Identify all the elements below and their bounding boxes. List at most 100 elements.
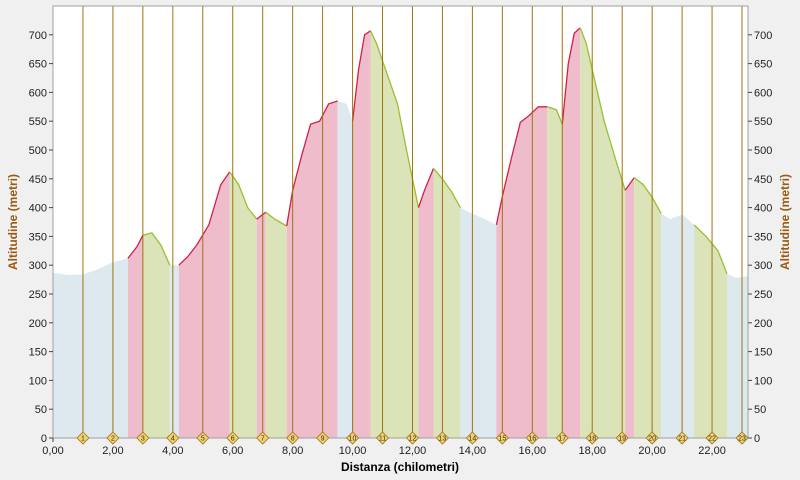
km-marker-diamond [136,431,150,445]
segment-fill-flat [169,265,179,438]
segment-line-downhill [265,211,288,227]
km-marker-diamond [675,431,689,445]
y-tick-label: 50 [35,404,47,416]
km-marker-badge: 18 [585,431,599,445]
km-marker-diamond [196,431,210,445]
km-marker-diamond [615,431,629,445]
x-tick-label: 6,00 [222,445,243,457]
segment-fill-downhill [229,171,257,438]
segment-fill-flat [337,101,353,438]
segment-line-downhill [229,171,258,220]
km-marker-label: 22 [708,436,716,443]
km-marker-diamond [435,431,450,445]
y-tick-label: 600 [29,87,47,99]
segment-fill-uphill [496,106,548,439]
km-marker-badge: 12 [405,431,420,445]
segment-line-uphill [561,27,581,125]
km-marker-diamond [465,431,479,445]
y-tick-label: 400 [29,203,47,215]
km-marker-label: 13 [439,436,447,443]
x-tick-label: 12,00 [399,445,427,457]
km-marker-diamond [76,431,90,445]
km-marker-diamond [585,431,599,445]
y-tick-label: 450 [29,174,47,186]
km-marker-diamond [705,431,719,445]
plot-border [52,5,749,439]
y-tick-label: 300 [29,260,47,272]
km-marker-diamond [286,431,300,445]
segment-fill-downhill [694,224,727,438]
y-tick-label-right: 450 [754,174,772,186]
y-tick-label: 150 [29,347,47,359]
segment-line-uphill [624,177,635,191]
x-axis: 0,00 2,00 4,00 6,00 8,00 10,00 12,00 14,00 16,00… [42,438,726,457]
segment-fill-uphill [127,235,143,438]
km-marker-label: 17 [558,436,566,443]
km-marker-diamond [735,431,749,445]
km-marker-badge: 19 [615,431,629,445]
km-marker-diamond [226,431,240,445]
km-marker-diamond [375,431,390,445]
km-marker-diamond [346,431,360,445]
y-tick-label-right: 350 [754,231,772,243]
km-marker-diamond [256,431,270,445]
segment-line-downhill [142,232,171,266]
x-axis-title: Distanza (chilometri) [341,460,459,474]
segment-line-downhill [547,106,563,125]
segment-fill-flat [460,207,497,438]
km-marker-badge: 6 [226,431,240,445]
segment-line-uphill [351,30,371,122]
km-marker-badge: 16 [525,431,539,445]
km-marker-lines [82,6,743,438]
km-marker-label: 1 [81,436,85,443]
y-tick-label: 250 [29,289,47,301]
km-marker-label: 12 [409,436,417,443]
segment-fill-flat [53,258,128,438]
x-tick-label: 14,00 [459,445,487,457]
km-marker-label: 6 [231,436,235,443]
km-marker-badge: 4 [166,431,180,445]
y-tick-label-right: 200 [754,318,772,330]
y-tick-label-right: 100 [754,375,772,387]
segment-fill-downhill [142,232,170,438]
y-tick-label-right: 700 [754,30,772,42]
km-marker-badge: 1 [76,431,90,445]
y-tick-label: 650 [29,59,47,71]
x-tick-label: 16,00 [519,445,547,457]
segment-fill-downhill [433,168,461,438]
km-marker-label: 5 [201,436,205,443]
x-tick-label: 8,00 [282,445,303,457]
km-marker-label: 21 [678,436,686,443]
km-marker-badge: 22 [705,431,719,445]
y-tick-label: 500 [29,145,47,157]
km-marker-badge: 9 [316,431,330,445]
segment-line-downhill [579,27,626,191]
km-marker-badge: 8 [286,431,300,445]
km-marker-badge: 14 [465,431,479,445]
segment-fill-downhill [580,27,626,439]
km-marker-label: 2 [111,436,115,443]
km-marker-diamond [166,431,180,445]
y-tick-label: 200 [29,318,47,330]
y-axis-left: 0 50 100 150 200 250 300 350 400 450 500 550 600 650 7… [29,30,53,445]
km-marker-diamond [495,431,509,445]
x-tick-label: 22,00 [698,445,726,457]
x-tick-label: 2,00 [102,445,123,457]
km-marker-badges: 1 2 3 4 5 6 7 8 9 10 11 12 13 14 15 16 17 18 19 20 21 22 23 [76,431,749,445]
y-tick-label: 100 [29,375,47,387]
km-marker-diamond [525,431,539,445]
km-marker-diamond [555,431,569,445]
km-marker-badge: 20 [645,431,659,445]
km-marker-label: 8 [291,436,295,443]
x-tick-label: 0,00 [42,445,63,457]
y-tick-label-right: 0 [754,433,760,445]
km-marker-label: 11 [379,436,386,443]
y-tick-label-right: 550 [754,116,772,128]
profile-lines [127,27,728,275]
km-marker-badge: 7 [256,431,270,445]
y-axis-right: 0 50 100 150 200 250 300 350 400 450 500 550 600 650 7… [748,30,772,445]
km-marker-badge: 5 [196,431,210,445]
x-tick-label: 20,00 [638,445,666,457]
y-tick-label: 550 [29,116,47,128]
